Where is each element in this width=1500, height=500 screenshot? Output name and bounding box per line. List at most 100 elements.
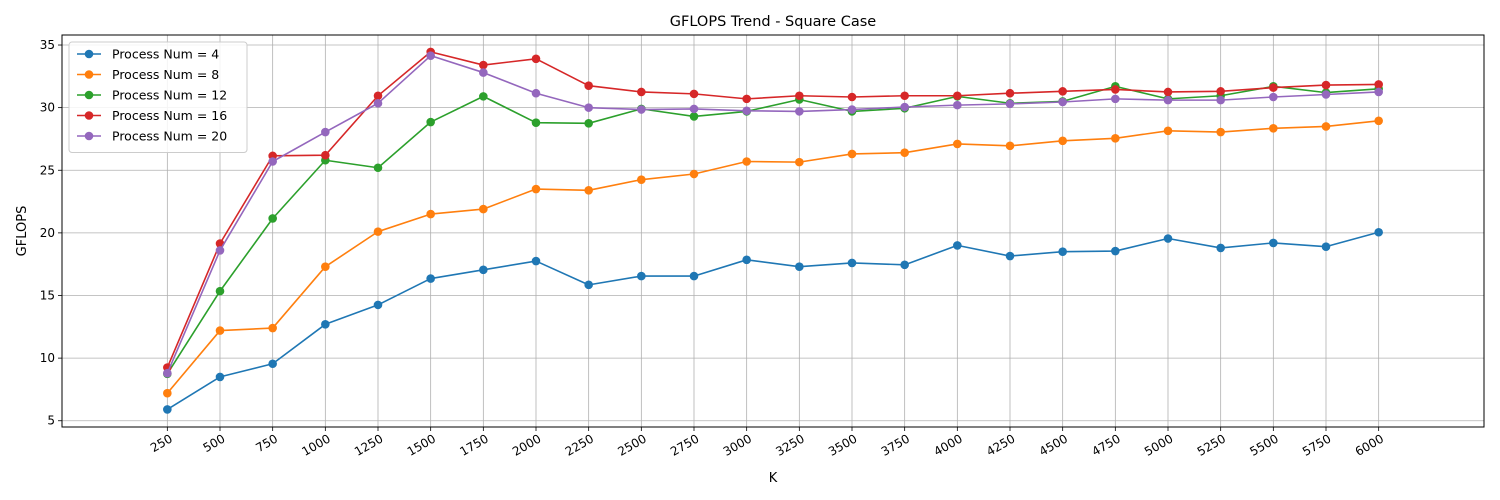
data-point — [1005, 141, 1015, 151]
data-point — [1005, 88, 1015, 98]
legend-label: Process Num = 16 — [112, 108, 227, 123]
data-point — [953, 91, 962, 101]
data-point — [1216, 127, 1225, 137]
legend-item: Process Num = 4 — [77, 47, 219, 62]
data-point — [373, 91, 383, 101]
data-point — [637, 271, 646, 281]
data-point — [1321, 122, 1331, 131]
data-point — [321, 320, 330, 329]
y-tick-label: 20 — [40, 226, 55, 240]
data-point — [1216, 95, 1225, 105]
legend-marker — [84, 90, 94, 100]
data-point — [795, 157, 804, 167]
data-point — [531, 118, 541, 127]
data-point — [1163, 95, 1173, 105]
series-line — [166, 54, 1379, 374]
data-point — [689, 112, 699, 121]
data-point — [847, 149, 857, 159]
legend-label: Process Num = 12 — [112, 88, 227, 103]
y-axis-ticks: 5 10 15 20 25 30 35 — [40, 38, 62, 428]
data-point — [1374, 227, 1383, 237]
legend-marker — [84, 131, 94, 141]
data-point — [268, 157, 277, 166]
data-point — [1111, 134, 1120, 143]
data-point — [1058, 136, 1067, 146]
y-tick-label: 25 — [40, 163, 55, 177]
data-point — [321, 262, 330, 271]
data-point — [1374, 87, 1383, 97]
data-point — [584, 81, 593, 91]
y-tick-label: 10 — [40, 351, 55, 365]
data-point — [689, 271, 699, 281]
data-point — [847, 258, 857, 268]
data-point — [268, 359, 277, 369]
data-point — [531, 54, 541, 64]
data-point — [795, 262, 804, 271]
data-point — [1058, 87, 1067, 96]
series-line — [166, 85, 1379, 375]
data-point — [689, 169, 699, 179]
data-point — [953, 100, 962, 110]
data-point — [742, 106, 751, 116]
data-point — [1216, 243, 1225, 253]
data-point — [1374, 80, 1383, 89]
data-point — [321, 150, 330, 160]
data-point — [215, 246, 225, 255]
data-point — [1321, 80, 1331, 90]
plot-frame — [61, 34, 1485, 428]
data-point — [900, 102, 909, 112]
data-point — [742, 157, 751, 166]
data-point — [1321, 90, 1331, 99]
data-point — [900, 260, 909, 270]
data-point — [847, 92, 857, 102]
legend-marker — [84, 111, 94, 120]
data-point — [1269, 83, 1278, 92]
legend-marker — [84, 70, 94, 79]
data-point — [795, 107, 804, 116]
series-layer — [163, 47, 1383, 414]
data-point — [637, 175, 646, 184]
data-point — [742, 94, 751, 104]
data-point — [1269, 92, 1278, 102]
legend-item: Process Num = 20 — [77, 129, 227, 144]
legend-box — [68, 41, 248, 153]
data-point — [1058, 97, 1067, 107]
data-point — [1374, 116, 1383, 126]
data-point — [637, 87, 646, 97]
data-point — [479, 60, 488, 70]
series-line — [166, 51, 1379, 368]
data-point — [1005, 99, 1015, 109]
grid-lines — [62, 35, 1484, 427]
data-point — [847, 105, 857, 114]
data-point — [900, 91, 909, 101]
data-point — [1269, 238, 1278, 248]
legend-label: Process Num = 4 — [112, 47, 219, 62]
legend-marker — [84, 49, 94, 59]
legend-item: Process Num = 8 — [77, 67, 219, 82]
data-point — [426, 209, 435, 219]
data-point — [531, 256, 541, 266]
data-point — [1269, 124, 1278, 133]
data-point — [637, 105, 646, 114]
series-3 — [163, 47, 1383, 372]
legend-label: Process Num = 8 — [112, 67, 219, 82]
y-tick-label: 35 — [40, 38, 55, 52]
x-axis-label: K — [769, 471, 778, 486]
data-point — [953, 241, 962, 250]
legend-item: Process Num = 12 — [77, 88, 227, 103]
data-point — [1111, 94, 1120, 104]
series-1 — [163, 116, 1383, 398]
data-point — [1163, 234, 1173, 243]
legend: Process Num = 4 Process Num = 8 Process Nu… — [68, 41, 248, 153]
series-4 — [163, 51, 1383, 378]
data-point — [584, 118, 593, 128]
legend-item: Process Num = 16 — [77, 108, 227, 123]
series-0 — [163, 227, 1383, 414]
data-point — [215, 372, 225, 382]
data-point — [531, 88, 541, 98]
data-point — [373, 300, 383, 310]
data-point — [1216, 87, 1225, 96]
data-point — [163, 368, 172, 378]
data-point — [795, 91, 804, 101]
